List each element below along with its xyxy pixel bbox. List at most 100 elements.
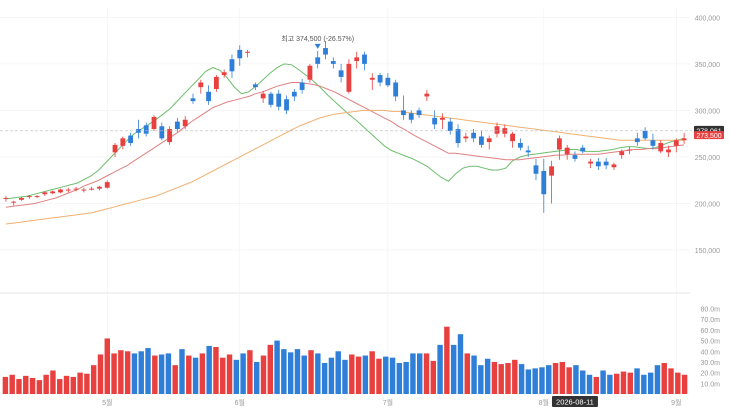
candle-body (666, 149, 671, 153)
grid-lines (0, 8, 690, 394)
volume-bar (634, 368, 640, 394)
crosshair-date-tag: 2026-08-11 (551, 396, 598, 407)
candle-body (65, 189, 71, 191)
candle-body (237, 49, 243, 59)
crosshair-date-label: 2026-08-11 (556, 398, 594, 407)
price-tick-label: 150,000 (695, 248, 720, 255)
volume-bar (349, 354, 355, 394)
candle-body (556, 138, 562, 150)
candle-body (190, 98, 196, 102)
candle-body (432, 117, 438, 125)
volume-bar (43, 374, 49, 394)
candle-body (595, 161, 601, 167)
volume-bar (131, 353, 138, 394)
volume-bar (559, 361, 566, 394)
volume-bar (233, 359, 240, 394)
price-tick-label: 300,000 (695, 108, 720, 115)
volume-bar (396, 363, 403, 394)
candle-body (416, 110, 422, 116)
candle-body (619, 151, 625, 156)
volume-bar (505, 363, 511, 394)
volume-bar (403, 361, 409, 394)
volume-bar (192, 357, 199, 394)
volume-bar (84, 373, 90, 394)
volume-bar (546, 365, 552, 394)
x-tick-label: 5월 (102, 398, 112, 407)
volume-tick-label: 70.0m (701, 317, 721, 324)
volume-bar (274, 340, 280, 394)
candle-body (128, 135, 134, 144)
volume-bar (512, 359, 518, 394)
candle-body (104, 182, 110, 188)
candle-body (377, 75, 383, 83)
candle-body (291, 91, 297, 97)
price-tick-label: 200,000 (695, 202, 720, 209)
volume-tick-label: 20.0m (701, 371, 721, 378)
volume-bar (206, 345, 212, 394)
volume-bar (355, 356, 362, 394)
candle-body (463, 136, 469, 139)
candle-body (167, 129, 173, 143)
candle-body (198, 82, 204, 88)
volume-bar (539, 367, 545, 394)
candle-body (354, 57, 360, 62)
volume-bar (301, 355, 307, 394)
candle-body (650, 140, 656, 146)
price-axis: 400,000 350,000 300,000 250,000 200,000 150,0… (695, 15, 720, 255)
volume-bar (586, 374, 593, 394)
volume-bar (552, 363, 559, 394)
price-tick-label: 350,000 (695, 62, 720, 69)
volume-bar (335, 351, 341, 394)
volume-bar (281, 349, 287, 394)
volume-bar (90, 365, 97, 394)
last-price-bg (694, 131, 724, 140)
candle-body (50, 191, 56, 194)
candle-body (151, 116, 157, 130)
candle-body (11, 201, 17, 203)
volume-bar (172, 365, 178, 394)
candle-body (221, 72, 227, 76)
volume-bar (240, 353, 246, 394)
volume-bar (138, 351, 144, 394)
volume-bars (2, 326, 688, 394)
ma_short-line (5, 63, 685, 200)
candle-body (136, 129, 141, 133)
volume-bar (294, 349, 301, 394)
volume-bar (573, 365, 579, 394)
candle-body (658, 143, 664, 152)
volume-bar (641, 374, 647, 394)
volume-bar (186, 355, 192, 394)
candle-body (393, 82, 399, 97)
high-annotation-label: 최고 374,500 (-26.57%) (281, 34, 354, 43)
volume-bar (111, 353, 117, 394)
candle-body (252, 84, 258, 88)
candle-body (299, 82, 305, 90)
volume-bar (29, 377, 36, 394)
candle-body (385, 77, 391, 86)
volume-bar (213, 347, 219, 394)
volume-bar (362, 355, 369, 394)
candle-body (229, 59, 235, 72)
candle-body (510, 133, 516, 142)
volume-bar (70, 376, 77, 394)
candle-body (260, 93, 266, 99)
volume-bar (260, 355, 267, 394)
candle-body (486, 138, 492, 143)
volume-bar (484, 358, 491, 394)
candle-body (97, 186, 102, 189)
candle-body (673, 140, 679, 146)
candle-body (245, 51, 250, 53)
candle-body (330, 61, 336, 64)
candle-body (338, 70, 344, 77)
volume-bar (423, 353, 430, 394)
volume-bar (179, 349, 185, 394)
volume-bar (675, 372, 681, 394)
candle-body (479, 136, 484, 145)
volume-tick-label: 30.0m (701, 360, 721, 367)
volume-bar (668, 368, 674, 394)
volume-bar (165, 353, 172, 394)
candle-body (634, 138, 640, 143)
candle-body (268, 93, 274, 105)
